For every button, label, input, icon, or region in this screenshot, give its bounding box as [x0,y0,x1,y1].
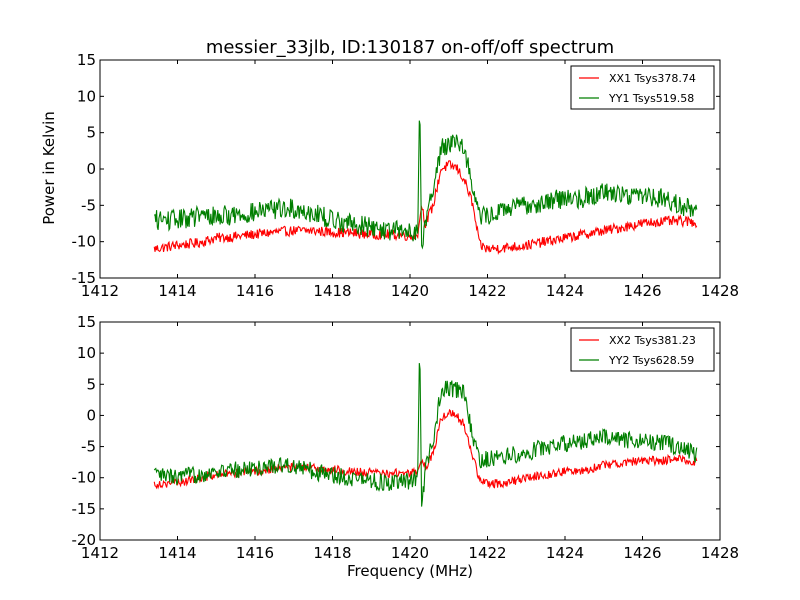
legend-label: YY2 Tsys628.59 [608,354,694,367]
legend-box [570,327,715,372]
series-line-yy1 [153,120,698,250]
x-tick-label: 1424 [546,282,584,300]
series-line-xx1 [153,160,698,256]
x-tick-label: 1428 [701,282,739,300]
x-tick-label: 1420 [391,282,429,300]
y-tick-label: -5 [81,196,96,214]
x-tick-label: 1414 [158,544,196,562]
legend-label: XX1 Tsys378.74 [609,72,696,85]
x-tick-label: 1426 [623,544,661,562]
y-tick-label: 10 [77,87,96,105]
x-tick-label: 1422 [468,282,506,300]
y-tick-label: 15 [77,313,96,331]
legend-label: YY1 Tsys519.58 [608,92,694,105]
x-axis-label: Frequency (MHz) [347,562,473,580]
x-tick-label: 1412 [81,282,119,300]
y-tick-label: 5 [86,375,96,393]
y-tick-label: 5 [86,124,96,142]
y-tick-label: -15 [72,269,97,287]
x-tick-label: 1416 [236,282,274,300]
y-axis-label: Power in Kelvin [40,111,58,225]
legend: XX1 Tsys378.74 YY1 Tsys519.58 [570,65,715,110]
bottom-panel: 1412 1414 1416 1418 1420 1422 1424 1426 1428 -20 -… [72,313,740,562]
x-tick-label: 1418 [313,544,351,562]
y-tick-label: 15 [77,51,96,69]
y-tick-label: 0 [86,160,96,178]
y-tick-label: -20 [72,531,97,549]
y-tick-label: -5 [81,438,96,456]
legend: XX2 Tsys381.23 YY2 Tsys628.59 [570,327,715,372]
legend-label: XX2 Tsys381.23 [609,334,696,347]
x-tick-label: 1424 [546,544,584,562]
y-tick-label: -15 [72,500,97,518]
x-tick-label: 1412 [81,544,119,562]
y-tick-label: -10 [72,233,97,251]
x-tick-label: 1416 [236,544,274,562]
x-tick-label: 1414 [158,282,196,300]
x-tick-label: 1420 [391,544,429,562]
x-tick-label: 1418 [313,282,351,300]
x-tick-label: 1426 [623,282,661,300]
x-tick-label: 1428 [701,544,739,562]
x-tick-label: 1422 [468,544,506,562]
figure-title: messier_33jlb, ID:130187 on-off/off spec… [206,37,614,58]
y-tick-label: 0 [86,406,96,424]
series-line-yy2 [153,363,698,507]
y-tick-label: -10 [72,469,97,487]
y-tick-label: 10 [77,344,96,362]
legend-box [570,65,715,110]
top-panel: 1412 1414 1416 1418 1420 1422 1424 1426 1428 -15 -… [72,51,740,300]
